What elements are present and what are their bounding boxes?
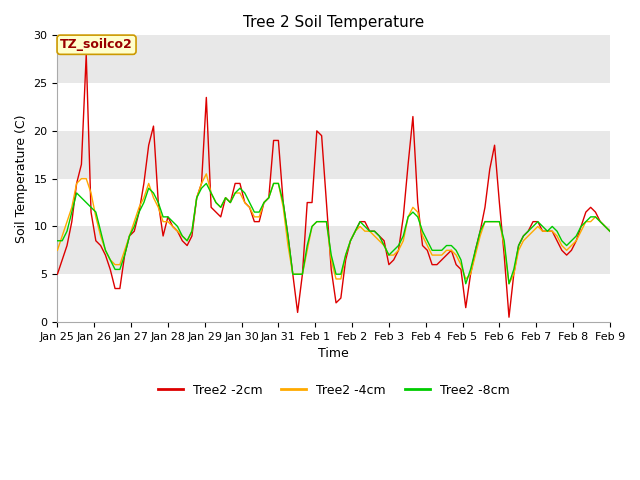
Legend: Tree2 -2cm, Tree2 -4cm, Tree2 -8cm: Tree2 -2cm, Tree2 -4cm, Tree2 -8cm xyxy=(153,379,515,402)
Bar xyxy=(58,179,610,227)
Bar xyxy=(58,83,610,131)
Bar xyxy=(58,274,610,322)
Title: Tree 2 Soil Temperature: Tree 2 Soil Temperature xyxy=(243,15,424,30)
X-axis label: Time: Time xyxy=(318,347,349,360)
Text: TZ_soilco2: TZ_soilco2 xyxy=(60,38,133,51)
Y-axis label: Soil Temperature (C): Soil Temperature (C) xyxy=(15,114,28,243)
